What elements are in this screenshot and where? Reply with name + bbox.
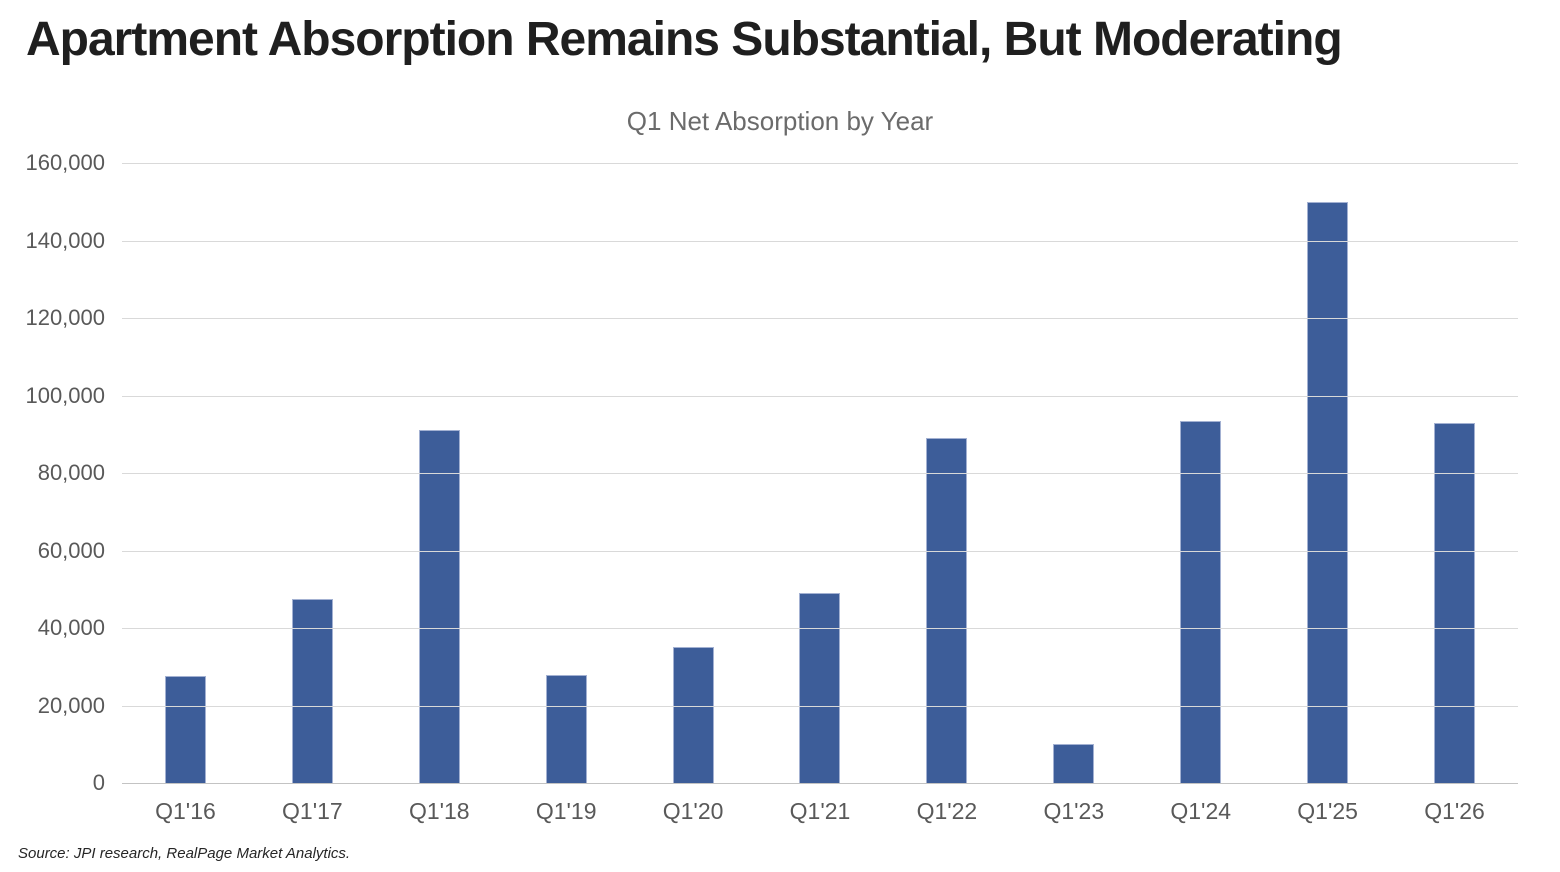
source-note: Source: JPI research, RealPage Market An… [18,845,351,862]
bar-slot [630,163,757,783]
bar-q1-22 [926,438,968,783]
x-tick-label: Q1'25 [1297,798,1358,824]
gridline [122,163,1518,164]
bar-q1-24 [1180,420,1222,783]
y-tick-label: 160,000 [25,150,105,175]
x-tick-label: Q1'22 [916,798,978,824]
x-axis: Q1'16 Q1'17 Q1'18 Q1'19 Q1'20 Q1'21 Q1'22 Q1'23… [122,798,1518,825]
page-title: Apartment Absorption Remains Substantial… [26,13,1343,66]
bar-q1-21 [799,593,841,783]
gridline [122,395,1518,397]
x-tick-label: Q1'18 [408,798,470,824]
bar-slot [1137,163,1264,783]
x-tick-label: Q1'17 [282,798,343,824]
bar-q1-16 [164,676,206,783]
x-tick-label: Q1'16 [155,798,216,824]
x-tick-label: Q1'20 [662,798,724,824]
y-tick-label: 120,000 [25,305,105,330]
bar-slot [883,163,1010,783]
bar-slot [122,163,249,783]
y-tick-label: 100,000 [25,382,105,408]
x-tick-label: Q1'26 [1424,798,1485,824]
x-tick-label: Q1'23 [1043,798,1105,824]
bar-q1-19 [545,674,587,783]
x-tick-label: Q1'19 [535,798,597,824]
bar-slot [503,163,630,783]
gridline [122,240,1518,242]
gridline [122,705,1518,707]
y-tick-label: 80,000 [37,460,105,485]
bar-q1-25 [1307,201,1349,783]
bar-q1-17 [291,598,333,783]
y-tick-label: 60,000 [37,537,105,563]
gridline [122,318,1518,319]
bar-q1-20 [672,647,714,783]
y-axis: 0 20,000 40,000 60,000 80,000 100,000 120,000 1… [0,150,105,795]
bar-q1-23 [1053,744,1095,783]
x-tick-label: Q1'24 [1170,798,1232,824]
bar-slot [249,163,376,783]
bar-series [122,163,1518,783]
bar-slot [757,163,884,783]
y-tick-label: 20,000 [37,692,105,718]
y-tick-label: 40,000 [37,615,105,640]
bar-slot [376,163,503,783]
bar-slot [1264,163,1391,783]
bar-q1-26 [1434,422,1476,783]
bar-slot [1010,163,1137,783]
gridline [122,473,1518,474]
bar-slot [1391,163,1518,783]
bar-q1-18 [418,430,460,783]
chart-subtitle: Q1 Net Absorption by Year [626,106,934,136]
gridline [122,783,1518,784]
x-tick-label: Q1'21 [789,798,851,824]
gridline [122,550,1518,552]
plot-area [122,163,1518,784]
gridline [122,628,1518,629]
y-tick-label: 140,000 [25,227,105,253]
y-tick-label: 0 [92,770,105,795]
